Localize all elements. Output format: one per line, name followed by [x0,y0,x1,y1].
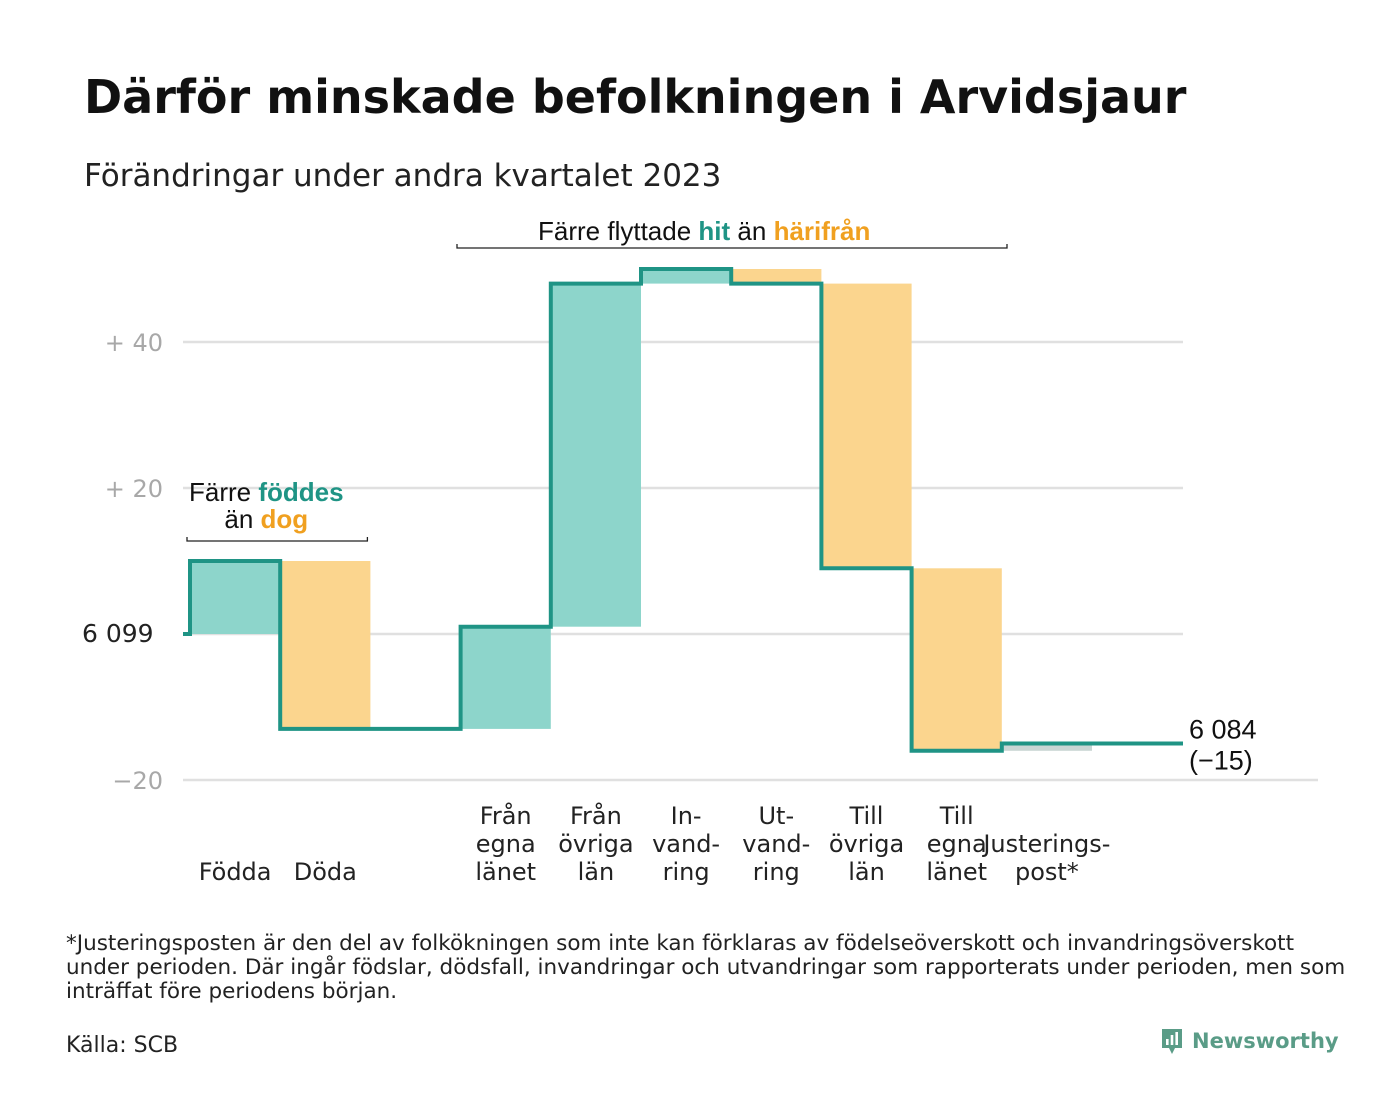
category-label: ring [753,858,800,886]
waterfall-bar [280,561,371,729]
deaths-annotation-highlight: dog [260,504,309,534]
waterfall-bar [1001,743,1092,751]
category-label: län [848,858,885,886]
category-label: län [578,858,615,886]
y-tick-label: −20 [112,767,163,795]
category-label: vand- [652,830,720,858]
moves-annotation-prefix: Färre flyttade [538,216,692,246]
moves-annotation-bracket [456,244,1008,249]
y-tick-label: + 40 [105,329,163,357]
category-label: Från [570,801,622,830]
births-annotation-highlight: föddes [258,477,344,507]
moves-annotation-middle: än [737,216,767,246]
moves-annotation: Färre flyttade hit än härifrån [538,216,870,247]
category-label: Till [939,802,974,830]
category-label: Ut- [758,802,794,830]
brand-name: Newsworthy [1192,1029,1339,1053]
births-annotation: Färre föddes än dog [189,479,344,533]
waterfall-bar [190,561,281,634]
newsworthy-logo-icon [1162,1029,1182,1054]
waterfall-bar [911,568,1002,751]
deaths-annotation-prefix: än [224,504,254,534]
footnote: *Justeringsposten är den del av folkökni… [66,931,1346,1004]
category-label: Justerings- [981,830,1110,858]
waterfall-bar [641,269,732,284]
category-label: post* [1015,858,1079,886]
category-label: egna [927,830,987,858]
y-tick-label: + 20 [105,475,163,503]
category-label: vand- [742,830,810,858]
category-label: ring [663,858,710,886]
brand: Newsworthy [1160,1026,1339,1056]
category-label: övriga [829,830,904,858]
category-label: länet [475,858,536,886]
category-label: egna [476,830,536,858]
waterfall-bar [550,283,641,627]
category-label: Födda [199,858,272,886]
start-value-label: 6 099 [82,619,154,648]
category-label: övriga [558,830,633,858]
births-annotation-bracket [186,537,369,542]
waterfall-bar [821,283,912,569]
end-value-label: 6 084 [1189,715,1257,745]
category-label: Från [480,801,532,830]
source-label: Källa: SCB [66,1033,179,1058]
category-label: länet [926,858,987,886]
moves-annotation-harifran: härifrån [773,216,871,246]
births-annotation-prefix: Färre [189,477,252,507]
waterfall-bar [460,626,551,729]
category-label: Döda [294,858,357,886]
end-change-label: (−15) [1189,746,1253,776]
chart-subtitle: Förändringar under andra kvartalet 2023 [84,158,722,194]
waterfall-bar [731,269,822,284]
chart-title: Därför minskade befolkningen i Arvidsjau… [84,70,1187,124]
category-label: In- [671,802,702,830]
category-label: Till [849,802,884,830]
cumulative-line [183,267,1183,753]
moves-annotation-hit: hit [698,216,731,246]
